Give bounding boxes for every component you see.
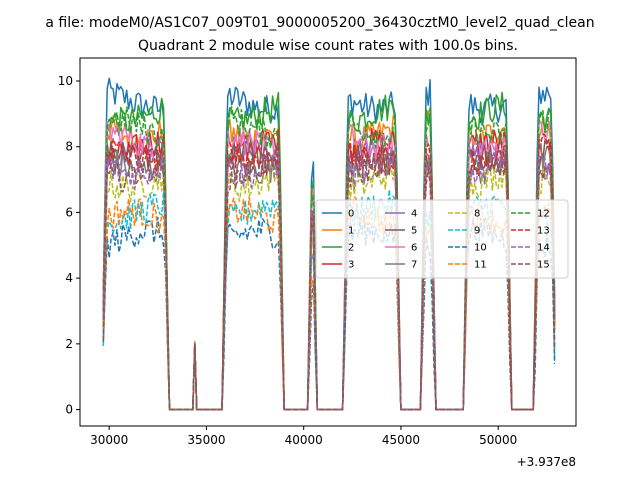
legend-label: 13	[537, 226, 550, 237]
legend-label: 5	[411, 226, 417, 237]
x-offset-label: +3.937e8	[517, 455, 576, 469]
legend-label: 12	[537, 209, 550, 220]
axes-frame	[79, 57, 577, 427]
x-tick-label: 35000	[187, 433, 225, 447]
y-tick-label: 0	[65, 403, 73, 417]
legend-label: 10	[474, 243, 487, 254]
legend-label: 11	[474, 260, 487, 271]
y-tick-label: 8	[65, 140, 73, 154]
y-tick-label: 2	[65, 337, 73, 351]
legend-box	[315, 199, 569, 279]
y-tick-label: 6	[65, 205, 73, 219]
legend-label: 2	[348, 243, 354, 254]
x-tick-label: 30000	[90, 433, 128, 447]
x-tick-label: 50000	[479, 433, 517, 447]
x-tick-label: 45000	[382, 433, 420, 447]
x-tick-label: 40000	[285, 433, 323, 447]
suptitle: a file: modeM0/AS1C07_009T01_9000005200_…	[45, 15, 594, 31]
legend-label: 9	[474, 226, 480, 237]
legend-label: 3	[348, 260, 354, 271]
legend-label: 14	[537, 243, 550, 254]
chart-title: Quadrant 2 module wise count rates with …	[138, 38, 518, 54]
legend-label: 15	[537, 260, 550, 271]
y-tick-label: 10	[58, 74, 73, 88]
legend-label: 4	[411, 209, 417, 220]
legend-label: 8	[474, 209, 480, 220]
x-axis-ticks: 30000 35000 40000 45000 50000	[90, 426, 517, 447]
legend-label: 6	[411, 243, 417, 254]
y-tick-label: 4	[65, 271, 73, 285]
legend-label: 1	[348, 226, 354, 237]
legend-label: 0	[348, 209, 354, 220]
series-line-15	[102, 146, 556, 411]
y-axis-ticks: 0 2 4 6 8 10	[58, 74, 80, 417]
legend-label: 7	[411, 260, 417, 271]
